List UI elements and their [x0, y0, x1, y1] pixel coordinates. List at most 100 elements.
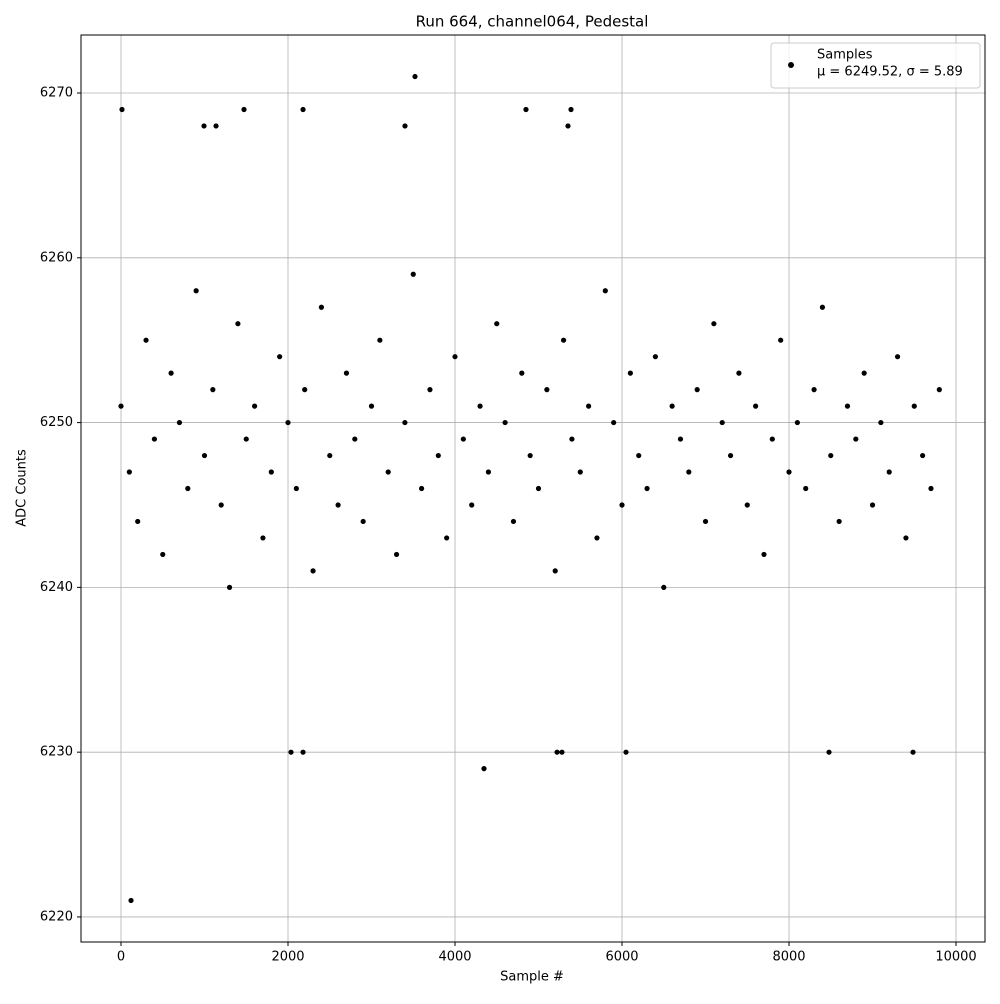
point	[143, 337, 149, 343]
point	[168, 370, 174, 376]
grid: 0 2000 4000 6000 8000 10000 6220 6230 6240 6250 62…	[40, 35, 985, 965]
point	[627, 370, 633, 376]
point	[210, 387, 216, 393]
x-tick-label: 2000	[271, 950, 304, 965]
point	[360, 518, 366, 525]
point	[644, 485, 650, 492]
point	[444, 535, 450, 541]
point	[594, 535, 600, 541]
point	[427, 387, 433, 393]
point	[677, 436, 684, 442]
y-tick-label: 6230	[40, 745, 73, 760]
point	[185, 485, 191, 492]
point	[886, 469, 892, 475]
plot-frame	[80, 34, 986, 943]
point	[118, 403, 124, 409]
point	[302, 387, 308, 393]
y-tick-label: 6270	[40, 86, 73, 101]
point	[213, 123, 219, 129]
point	[268, 469, 274, 475]
point	[435, 452, 441, 459]
point	[719, 419, 725, 426]
point	[535, 485, 542, 492]
point	[560, 337, 567, 343]
point	[385, 469, 391, 475]
point	[661, 584, 667, 590]
point	[844, 403, 851, 409]
point	[481, 766, 487, 772]
point	[243, 436, 249, 442]
point	[694, 387, 700, 393]
point	[293, 485, 299, 492]
point	[300, 749, 306, 755]
point	[335, 502, 341, 508]
legend-marker	[788, 62, 794, 68]
point	[377, 337, 383, 343]
point	[151, 436, 157, 442]
x-tick-label: 6000	[605, 950, 638, 965]
point	[241, 106, 247, 113]
legend-label: Samples	[817, 48, 873, 63]
point	[402, 123, 408, 129]
point	[393, 551, 400, 558]
y-tick-label: 6240	[40, 580, 73, 595]
point	[811, 387, 817, 393]
point	[410, 271, 416, 277]
y-tick-label: 6250	[40, 415, 73, 430]
point	[619, 502, 625, 508]
point	[527, 452, 533, 459]
point	[402, 419, 408, 426]
point	[559, 749, 565, 755]
point	[920, 452, 926, 459]
point	[235, 321, 241, 327]
point	[485, 469, 492, 475]
point	[502, 419, 508, 426]
legend-box	[770, 42, 981, 89]
point	[119, 106, 125, 113]
x-axis-label: Sample #	[500, 970, 564, 985]
point	[277, 354, 283, 360]
point	[878, 419, 884, 426]
point	[519, 370, 525, 376]
chart-title: Run 664, channel064, Pedestal	[416, 13, 649, 31]
point	[510, 518, 517, 525]
point	[327, 452, 333, 459]
point	[928, 485, 934, 492]
point	[477, 403, 483, 409]
point	[300, 106, 306, 113]
point	[602, 288, 608, 294]
point	[128, 897, 134, 904]
point	[135, 518, 141, 525]
point	[910, 749, 916, 755]
point	[819, 304, 826, 310]
point	[176, 419, 183, 426]
point	[869, 502, 876, 508]
legend-note: μ = 6249.52, σ = 5.89	[817, 65, 963, 80]
point	[903, 535, 909, 541]
y-tick-label: 6260	[40, 250, 73, 265]
point	[836, 518, 842, 525]
point	[343, 370, 350, 376]
point	[769, 436, 775, 442]
point	[669, 403, 675, 409]
y-tick-label: 6220	[40, 909, 73, 924]
point	[201, 123, 207, 129]
point	[318, 304, 325, 310]
x-tick-label: 4000	[438, 950, 471, 965]
point	[744, 502, 750, 508]
point	[828, 452, 834, 459]
point	[936, 387, 942, 393]
point	[565, 123, 571, 129]
point	[494, 321, 500, 327]
point	[226, 584, 233, 590]
point	[554, 749, 560, 755]
point	[523, 106, 529, 113]
x-tick-label: 0	[117, 950, 125, 965]
point	[803, 485, 809, 492]
point	[252, 403, 258, 409]
marks	[118, 73, 942, 904]
point	[201, 452, 208, 459]
point	[586, 403, 592, 409]
